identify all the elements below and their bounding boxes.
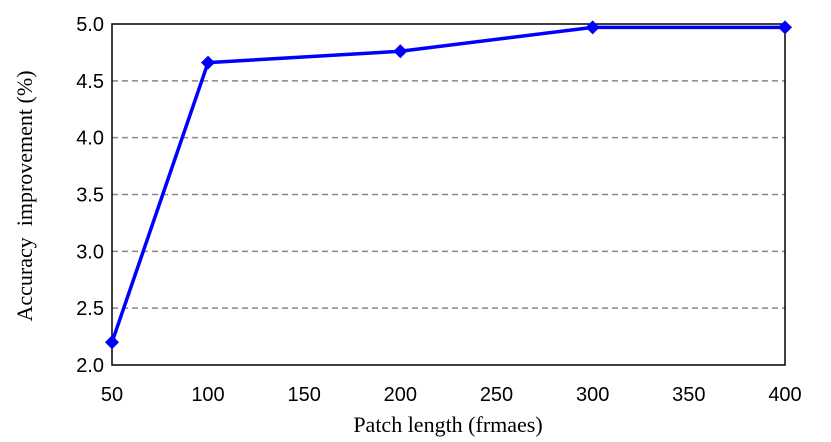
series-line [110, 25, 785, 343]
y-tick-label-0: 2.0 [76, 355, 104, 377]
series-layer [105, 20, 792, 350]
x-tick-label-5: 300 [576, 384, 609, 406]
data-point-0 [105, 335, 119, 350]
data-point-4 [778, 20, 792, 35]
y-tick-label-4: 4.0 [76, 128, 104, 150]
x-tick-label-1: 100 [191, 384, 224, 406]
y-tick-label-6: 5.0 [76, 14, 104, 36]
x-tick-label-4: 250 [480, 384, 513, 406]
y-tick-label-2: 3.0 [76, 241, 104, 263]
y-tick-labels: 2.0 2.5 3.0 3.5 4.0 4.5 5.0 [76, 14, 104, 377]
x-axis-title: Patch length (frmaes) [353, 412, 542, 437]
x-tick-label-6: 350 [672, 384, 705, 406]
data-point-2 [393, 44, 408, 59]
grid-lines [112, 80, 785, 309]
x-tick-labels: 50 100 150 200 250 300 350 400 [101, 384, 802, 406]
x-tick-label-3: 200 [384, 384, 417, 406]
x-tick-label-0: 50 [101, 384, 123, 406]
x-tick-label-7: 400 [768, 384, 801, 406]
data-point-3 [585, 20, 600, 35]
y-axis-title: Accuracy improvement (%) [12, 70, 37, 321]
plot-area-border [111, 23, 786, 366]
y-tick-label-3: 3.5 [76, 185, 104, 207]
data-point-1 [201, 55, 215, 70]
y-tick-label-1: 2.5 [76, 298, 104, 320]
x-tick-label-2: 150 [287, 384, 320, 406]
y-tick-label-5: 4.5 [76, 71, 104, 93]
